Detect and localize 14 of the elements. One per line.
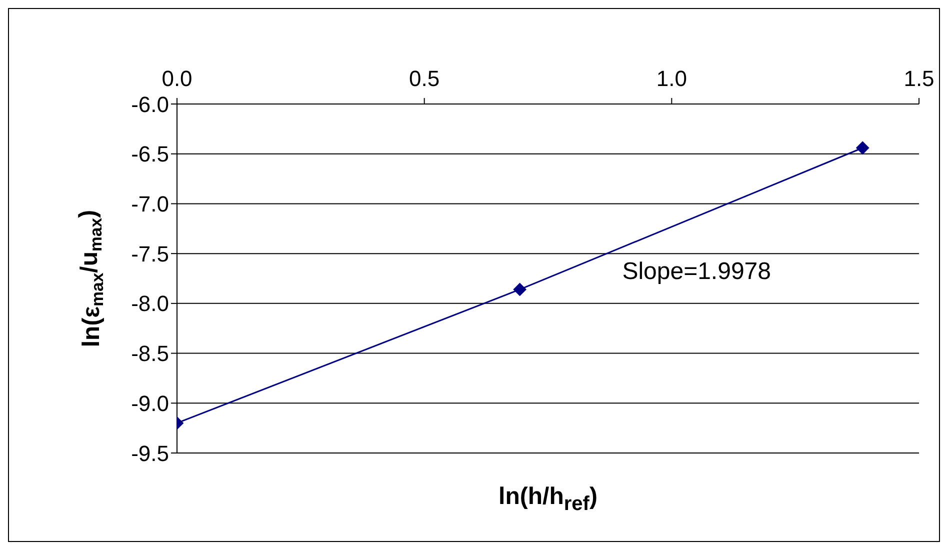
y-tick-label: -9.5 (131, 440, 169, 466)
x-tick-label: 1.0 (656, 66, 687, 91)
x-axis-title: ln(h/h$_{ref}$) (498, 483, 598, 516)
y-tick-label: -9.0 (131, 390, 169, 416)
annotation: Slope=1.9978 (622, 258, 771, 286)
x-tick-label: 0.0 (162, 66, 192, 91)
x-tick-label: 1.5 (904, 66, 934, 91)
x-tick-label: 0.5 (409, 66, 440, 91)
y-tick-label: -8.5 (131, 341, 169, 366)
y-tick-label: -7.0 (131, 192, 169, 217)
y-tick-label: -6.5 (131, 142, 169, 167)
y-tick-label: -7.5 (131, 241, 169, 266)
y-tick-label: -8.0 (131, 291, 169, 316)
y-tick-label: -6.0 (131, 92, 169, 117)
